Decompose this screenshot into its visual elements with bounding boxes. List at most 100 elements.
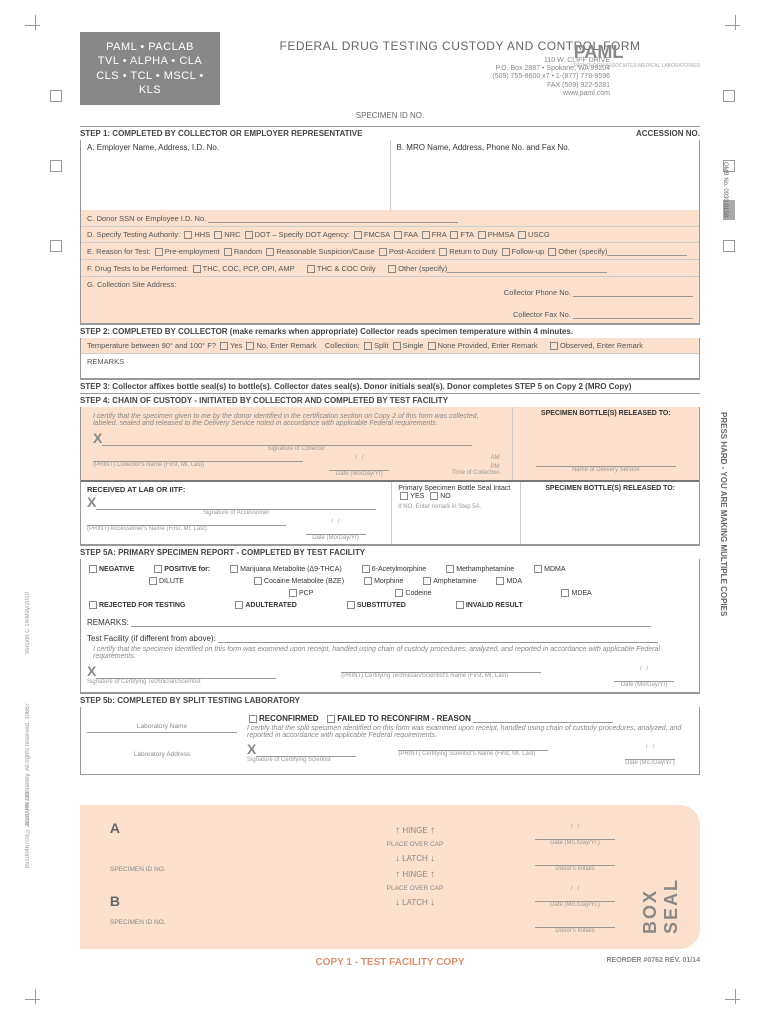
checkbox-preemployment[interactable] (155, 248, 163, 256)
checkbox-mdea[interactable] (561, 589, 569, 597)
received-label: RECEIVED AT LAB OR IITF: (87, 485, 385, 494)
checkbox-amphetamine[interactable] (423, 577, 431, 585)
logo-line: PAML • PACLAB (86, 40, 214, 54)
barcode-number: 8510046703 (25, 792, 31, 825)
checkbox-cocaine[interactable] (254, 577, 262, 585)
collector-cert-text: I certify that the specimen given to me … (87, 410, 506, 430)
seal-b-label: B (90, 893, 120, 909)
checkbox-negative[interactable] (89, 565, 97, 573)
tests-row: F. Drug Tests to be Performed: THC, COC,… (81, 260, 699, 277)
temperature-row: Temperature between 90° and 100° F? Yes … (81, 338, 699, 354)
crop-mark (25, 989, 45, 1009)
copy-footer: COPY 1 - TEST FACILITY COPY REORDER #076… (80, 957, 700, 968)
checkbox-morphine[interactable] (364, 577, 372, 585)
press-hard-text: PRESS HARD - YOU ARE MAKING MULTIPLE COP… (719, 412, 728, 616)
step4-header: STEP 4: CHAIN OF CUSTODY - INITIATED BY … (80, 393, 700, 407)
signature-x-icon: X (93, 430, 102, 446)
step3-header: STEP 3: Collector affixes bottle seal(s)… (80, 379, 700, 393)
arrow-down-icon: ↓ (430, 853, 435, 864)
margin-marker (50, 240, 62, 252)
checkbox-suspicion[interactable] (266, 248, 274, 256)
version-text: Version C 14/May/2010 (25, 592, 31, 654)
remarks-5a[interactable]: REMARKS: (87, 618, 129, 627)
checkbox-failed[interactable] (327, 715, 335, 723)
remarks-field[interactable]: REMARKS (81, 354, 699, 378)
step2-header: STEP 2: COMPLETED BY COLLECTOR (make rem… (80, 324, 700, 338)
crop-mark (725, 989, 745, 1009)
cert-5a-text: I certify that the specimen identified o… (87, 643, 693, 663)
reason-row: E. Reason for Test: Pre-employment Rando… (81, 243, 699, 260)
drug-results-grid: NEGATIVE POSITIVE for: Marijuana Metabol… (87, 563, 693, 575)
checkbox-faa[interactable] (394, 231, 402, 239)
lab-logo-box: PAML • PACLAB TVL • ALPHA • CLA CLS • TC… (80, 32, 220, 105)
checkbox-reconfirmed[interactable] (249, 715, 257, 723)
checkbox-codeine[interactable] (395, 589, 403, 597)
arrow-up-icon: ↑ (395, 825, 400, 836)
checkbox-6am[interactable] (362, 565, 370, 573)
mro-field[interactable]: B. MRO Name, Address, Phone No. and Fax … (390, 140, 700, 210)
checkbox-other-reason[interactable] (548, 248, 556, 256)
collection-site-row: G. Collection Site Address: Collector Ph… (81, 277, 699, 323)
checkbox-temp-no[interactable] (246, 342, 254, 350)
arrow-up-icon: ↑ (395, 869, 400, 880)
signature-x-icon: X (87, 663, 96, 679)
checkbox-thc-coc[interactable] (307, 265, 315, 273)
cert-5b-text: I certify that the split specimen identi… (247, 723, 693, 741)
checkbox-dilute[interactable] (149, 577, 157, 585)
bottle-seal-area: A SPECIMEN ID NO. B SPECIMEN ID NO. ↑ HI… (80, 805, 700, 949)
checkbox-nrc[interactable] (214, 231, 222, 239)
margin-marker (723, 90, 735, 102)
checkbox-single[interactable] (393, 342, 401, 350)
specimen-a-label: SPECIMEN ID NO. (90, 866, 320, 873)
form-header: PAML • PACLAB TVL • ALPHA • CLA CLS • TC… (80, 32, 700, 105)
checkbox-hhs[interactable] (184, 231, 192, 239)
arrow-down-icon: ↓ (430, 897, 435, 908)
checkbox-thc-panel[interactable] (193, 265, 201, 273)
checkbox-mda[interactable] (496, 577, 504, 585)
omb-number: OMB No. 0930-0158 (722, 162, 728, 217)
checkbox-dot[interactable] (245, 231, 253, 239)
paml-logo: PAML PATHOLOGY ASSOCIATES MEDICAL LABORA… (574, 42, 700, 69)
checkbox-split[interactable] (364, 342, 372, 350)
crop-mark (725, 15, 745, 35)
checkbox-mdma[interactable] (534, 565, 542, 573)
checkbox-positive[interactable] (154, 565, 162, 573)
checkbox-random[interactable] (224, 248, 232, 256)
checkbox-invalid[interactable] (456, 601, 464, 609)
specimen-id-label: SPECIMEN ID NO. (80, 111, 700, 120)
checkbox-followup[interactable] (502, 248, 510, 256)
arrow-down-icon: ↓ (395, 853, 400, 864)
checkbox-meth[interactable] (446, 565, 454, 573)
checkbox-substituted[interactable] (347, 601, 355, 609)
lab-name-label: Laboratory Name (137, 723, 187, 730)
checkbox-fra[interactable] (422, 231, 430, 239)
employer-field[interactable]: A. Employer Name, Address, I.D. No. (81, 140, 390, 210)
checkbox-fta[interactable] (450, 231, 458, 239)
checkbox-none[interactable] (428, 342, 436, 350)
checkbox-other-test[interactable] (388, 265, 396, 273)
checkbox-temp-yes[interactable] (220, 342, 228, 350)
checkbox-seal-yes[interactable] (400, 492, 408, 500)
checkbox-postaccident[interactable] (379, 248, 387, 256)
checkbox-uscg[interactable] (518, 231, 526, 239)
checkbox-return[interactable] (439, 248, 447, 256)
margin-marker (723, 240, 735, 252)
released-to-label: SPECIMEN BOTTLE(S) RELEASED TO: (519, 410, 693, 417)
signature-x-icon: X (247, 741, 256, 757)
checkbox-seal-no[interactable] (430, 492, 438, 500)
checkbox-phmsa[interactable] (478, 231, 486, 239)
logo-line: TVL • ALPHA • CLA (86, 54, 214, 68)
checkbox-rejected[interactable] (89, 601, 97, 609)
checkbox-fmcsa[interactable] (354, 231, 362, 239)
margin-marker (50, 160, 62, 172)
checkbox-marijuana[interactable] (230, 565, 238, 573)
lab-addr-label: Laboratory Address (134, 751, 190, 758)
arrow-up-icon: ↑ (430, 869, 435, 880)
checkbox-adulterated[interactable] (235, 601, 243, 609)
test-facility-field[interactable]: Test Facility (if different from above): (87, 634, 216, 643)
checkbox-observed[interactable] (550, 342, 558, 350)
seal-a-label: A (90, 820, 120, 836)
donor-ssn-field[interactable]: C. Donor SSN or Employee I.D. No. (81, 210, 699, 227)
checkbox-pcp[interactable] (289, 589, 297, 597)
margin-marker (50, 90, 62, 102)
